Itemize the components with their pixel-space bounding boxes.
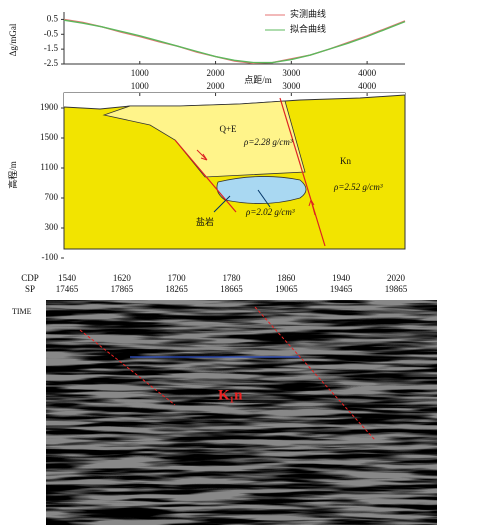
- y-tick-label: -100: [42, 252, 59, 262]
- air: [64, 93, 405, 109]
- x-tick-label: 2000: [207, 81, 226, 91]
- y-tick-label: -1.5: [44, 43, 59, 53]
- sp-value: 19465: [330, 284, 353, 294]
- cdp-value: 1860: [277, 273, 296, 283]
- y-tick-label: 0.5: [47, 13, 59, 23]
- legend-label: 拟合曲线: [290, 23, 326, 34]
- cdp-label: CDP: [21, 273, 39, 283]
- x-tick-label: 4000: [358, 68, 377, 78]
- sp-value: 18265: [165, 284, 188, 294]
- arrow: [308, 199, 316, 216]
- x-tick-label: 3000: [282, 81, 301, 91]
- x-tick-label: 1000: [131, 81, 150, 91]
- annotation: ρ=2.02 g/cm³: [245, 207, 295, 217]
- y-tick-label: 300: [45, 222, 59, 232]
- section-panel: Q+E ρ=2.28 g/cm³ Kn ρ=2.52 g/cm³ 盐岩 ρ=2.…: [7, 92, 406, 250]
- fault: [279, 97, 326, 247]
- y-tick-label: 1100: [40, 162, 58, 172]
- sp-value: 19865: [385, 284, 408, 294]
- cdp-value: 2020: [387, 273, 406, 283]
- cdp-value: 1700: [168, 273, 187, 283]
- sp-label: SP: [25, 284, 35, 294]
- legend-label: 实测曲线: [290, 8, 326, 19]
- leader: [257, 189, 271, 208]
- y-tick-label: 1500: [40, 132, 59, 142]
- annotation: Q+E: [219, 124, 237, 134]
- cdp-value: 1620: [113, 273, 132, 283]
- cdp-value: 1940: [332, 273, 351, 283]
- salt-body: [216, 176, 307, 204]
- series-line: [63, 19, 406, 64]
- series-line: [63, 18, 406, 64]
- x-tick-label: 4000: [358, 81, 377, 91]
- q-e-body: [102, 100, 306, 178]
- y-axis-label: Δg/mGal: [8, 23, 18, 56]
- sp-value: 19065: [275, 284, 298, 294]
- annotation: ρ=2.28 g/cm³: [243, 137, 293, 147]
- y-tick-label: -0.5: [44, 28, 59, 38]
- x-tick-label: 2000: [207, 68, 226, 78]
- seismic-panel: K₁n CDP SP TIME: [12, 273, 437, 525]
- cdp-value: 1780: [223, 273, 242, 283]
- axis: [63, 12, 405, 65]
- y-tick-label: -2.5: [44, 58, 59, 68]
- sp-value: 18665: [220, 284, 243, 294]
- formation-label: K₁n: [218, 387, 243, 403]
- leader: [213, 195, 231, 213]
- time-label: TIME: [12, 307, 32, 316]
- annotation: 盐岩: [196, 216, 214, 227]
- sp-value: 17865: [111, 284, 134, 294]
- cdp-value: 1540: [58, 273, 77, 283]
- annotation: Kn: [340, 156, 351, 166]
- x-axis-label: 点距/m: [244, 75, 272, 85]
- y-tick-label: 700: [45, 192, 59, 202]
- annotation: ρ=2.52 g/cm³: [333, 182, 383, 192]
- fault: [79, 329, 176, 406]
- arrow: [196, 149, 208, 161]
- x-tick-label: 3000: [282, 68, 301, 78]
- y-axis-label: 高程/m: [7, 161, 18, 189]
- sp-value: 17465: [56, 284, 79, 294]
- y-tick-label: 1900: [40, 102, 59, 112]
- seismic-traces: [46, 300, 437, 525]
- x-tick-label: 1000: [131, 68, 150, 78]
